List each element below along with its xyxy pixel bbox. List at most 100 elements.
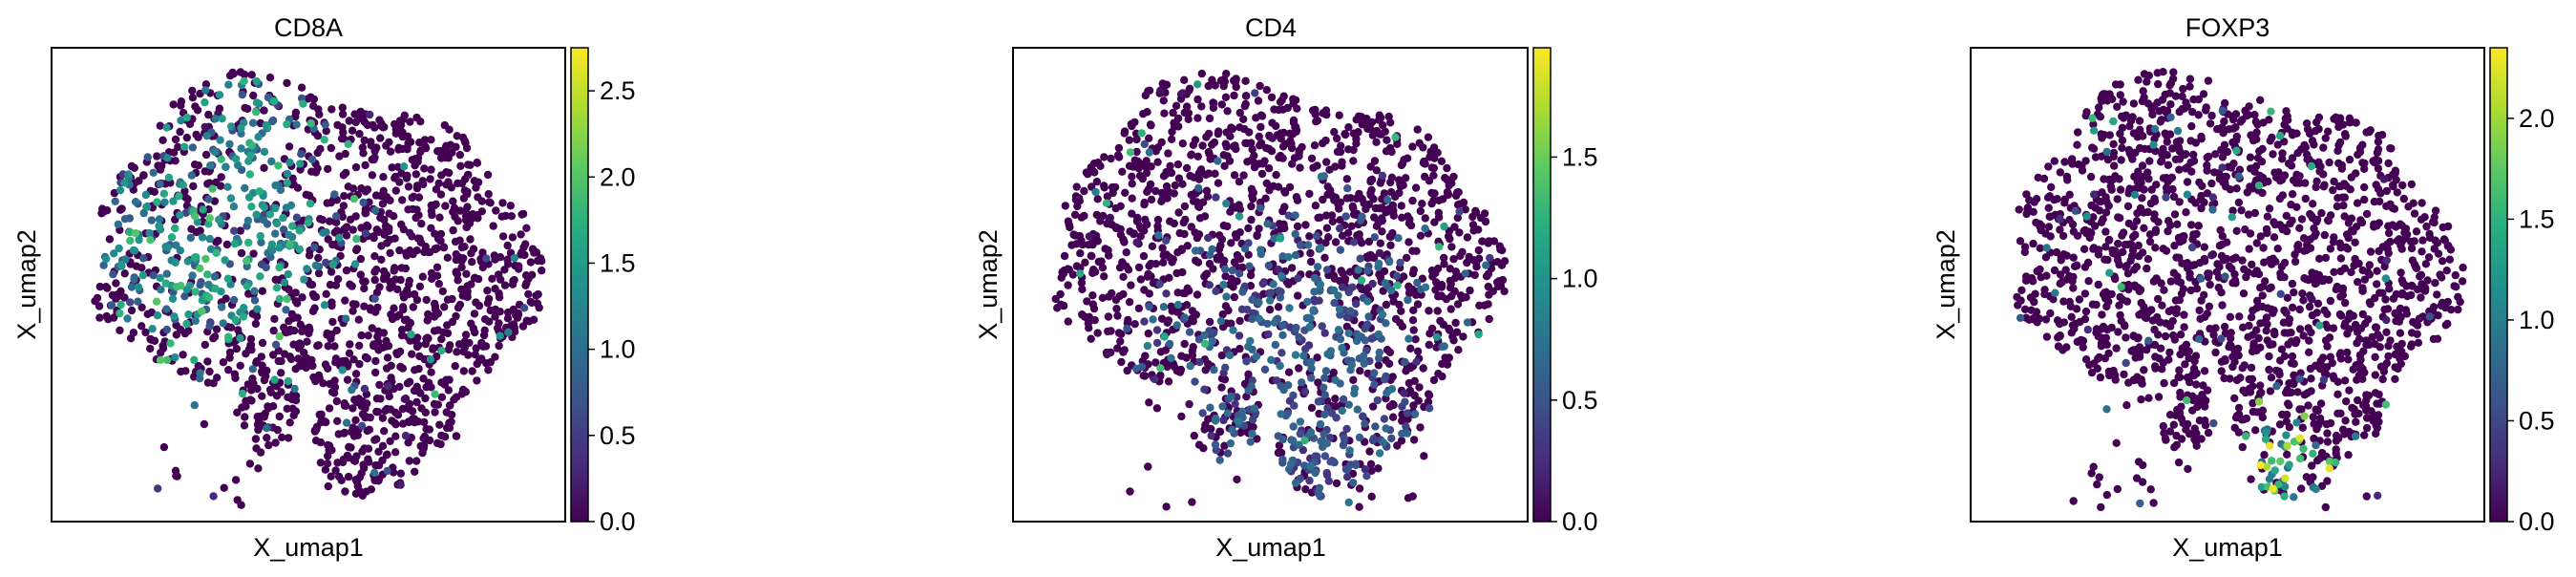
scatter-point xyxy=(1187,362,1194,370)
scatter-point xyxy=(2408,245,2416,252)
scatter-point xyxy=(1362,286,1369,293)
scatter-point xyxy=(2098,310,2105,318)
scatter-point xyxy=(281,350,288,357)
scatter-point xyxy=(1371,233,1379,241)
scatter-point xyxy=(2291,258,2299,266)
scatter-point xyxy=(2244,268,2251,276)
scatter-point xyxy=(1293,193,1300,201)
scatter-point xyxy=(1214,157,1221,164)
scatter-point xyxy=(176,128,183,136)
scatter-point xyxy=(163,123,171,131)
scatter-point xyxy=(2021,306,2029,313)
scatter-point xyxy=(1422,284,1429,291)
scatter-point xyxy=(1315,489,1322,497)
scatter-point xyxy=(2176,374,2184,381)
scatter-point xyxy=(2057,280,2064,288)
scatter-point xyxy=(1222,292,1230,300)
scatter-point xyxy=(1270,280,1277,288)
scatter-point xyxy=(1356,367,1363,374)
scatter-point xyxy=(2050,196,2058,203)
scatter-point xyxy=(318,417,326,424)
scatter-point xyxy=(326,380,333,388)
scatter-point xyxy=(1231,293,1238,301)
scatter-point xyxy=(1115,144,1123,152)
scatter-point xyxy=(1438,283,1446,290)
scatter-point xyxy=(1337,335,1344,343)
scatter-point xyxy=(449,226,456,234)
scatter-point xyxy=(292,297,300,305)
scatter-point xyxy=(284,179,291,186)
scatter-point xyxy=(230,227,238,235)
scatter-point xyxy=(1374,396,1382,404)
scatter-point xyxy=(524,290,532,298)
scatter-point xyxy=(2114,240,2122,247)
scatter-point xyxy=(1381,375,1388,383)
scatter-point xyxy=(1251,163,1258,171)
scatter-point xyxy=(1064,281,1071,288)
scatter-point xyxy=(2205,76,2212,84)
scatter-point xyxy=(1256,133,1263,140)
scatter-point xyxy=(243,257,250,265)
scatter-point xyxy=(1162,289,1170,297)
scatter-point xyxy=(303,354,310,362)
scatter-point xyxy=(237,144,244,152)
scatter-point xyxy=(2175,235,2183,243)
scatter-point xyxy=(184,257,192,265)
scatter-point xyxy=(239,390,246,397)
scatter-point xyxy=(1305,477,1313,484)
scatter-point xyxy=(151,337,158,345)
scatter-point xyxy=(2263,320,2270,328)
scatter-point xyxy=(2042,253,2050,261)
scatter-point xyxy=(417,442,425,450)
scatter-point xyxy=(1344,330,1352,337)
colorbar-tick-label: 1.0 xyxy=(600,335,636,364)
scatter-point xyxy=(2256,319,2264,327)
scatter-point xyxy=(2297,484,2305,492)
scatter-point xyxy=(2059,297,2067,305)
scatter-point xyxy=(1255,96,1262,104)
scatter-point xyxy=(333,397,341,405)
scatter-point xyxy=(1360,200,1367,207)
scatter-point xyxy=(1210,366,1217,374)
scatter-point xyxy=(2402,282,2410,289)
scatter-point xyxy=(420,164,428,172)
scatter-point xyxy=(176,211,183,219)
scatter-point xyxy=(2116,311,2123,319)
scatter-point xyxy=(1222,70,1230,77)
scatter-point xyxy=(1151,375,1158,383)
scatter-point xyxy=(2101,193,2109,201)
scatter-point xyxy=(1386,242,1394,249)
scatter-point xyxy=(196,265,203,272)
scatter-point xyxy=(1277,152,1284,160)
scatter-point xyxy=(1308,155,1316,162)
scatter-point xyxy=(2296,306,2304,313)
scatter-point xyxy=(2068,313,2076,321)
scatter-point xyxy=(1171,220,1178,227)
scatter-point xyxy=(520,304,528,311)
scatter-point xyxy=(1343,473,1351,481)
scatter-point xyxy=(1178,181,1186,188)
scatter-point xyxy=(1377,130,1384,138)
scatter-point xyxy=(1364,312,1372,320)
scatter-point xyxy=(372,435,380,442)
scatter-point xyxy=(1263,220,1271,227)
scatter-point xyxy=(1160,303,1168,310)
scatter-point xyxy=(1356,230,1363,238)
scatter-point xyxy=(396,348,404,355)
scatter-point xyxy=(1123,248,1130,256)
scatter-point xyxy=(2391,205,2398,213)
scatter-point xyxy=(1235,417,1242,425)
scatter-point xyxy=(2184,178,2191,185)
scatter-point xyxy=(1179,289,1187,297)
scatter-point xyxy=(1236,205,1244,213)
scatter-point xyxy=(1347,223,1355,230)
scatter-point xyxy=(1325,477,1333,484)
scatter-point xyxy=(2434,311,2441,319)
scatter-point xyxy=(385,342,392,350)
scatter-point xyxy=(2356,365,2364,373)
scatter-point xyxy=(2439,299,2446,307)
scatter-point xyxy=(163,270,171,278)
scatter-point xyxy=(490,222,497,229)
scatter-point xyxy=(1304,241,1312,248)
scatter-point xyxy=(371,357,379,365)
